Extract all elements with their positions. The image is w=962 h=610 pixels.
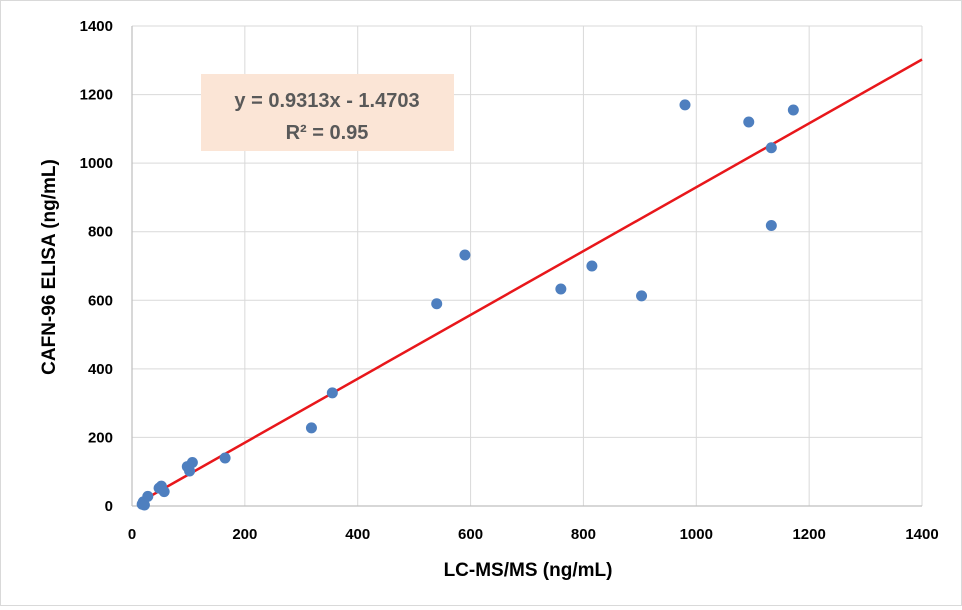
y-tick-label: 1200 (80, 87, 113, 104)
data-point (586, 260, 598, 272)
equation-box: y = 0.9313x - 1.4703 R² = 0.95 (201, 74, 454, 151)
data-point (158, 486, 170, 498)
y-tick-label: 1000 (80, 155, 113, 172)
trendline (142, 58, 923, 502)
data-point (765, 220, 777, 232)
axis-layer (131, 26, 922, 507)
data-point (305, 422, 317, 434)
data-point (326, 387, 338, 399)
y-tick-label: 600 (88, 292, 113, 309)
x-tick-label: 800 (571, 526, 596, 543)
data-point (787, 104, 799, 116)
x-tick-label: 600 (458, 526, 483, 543)
data-points (136, 99, 799, 511)
equation-background (201, 74, 454, 151)
r-squared-label: R² = 0.95 (286, 122, 369, 144)
data-point (431, 298, 443, 310)
x-tick-label: 1400 (905, 526, 938, 543)
data-point (636, 290, 648, 302)
x-tick-label: 0 (128, 526, 136, 543)
data-point (138, 499, 150, 511)
y-tick-label: 400 (88, 361, 113, 378)
trendline-equation: y = 0.9313x - 1.4703 (234, 90, 419, 112)
trendline-layer (142, 58, 923, 502)
data-point (184, 465, 196, 477)
y-axis-title: CAFN-96 ELISA (ng/mL) (39, 159, 60, 375)
x-axis-title: LC-MS/MS (ng/mL) (444, 560, 613, 581)
x-tick-label: 1200 (792, 526, 825, 543)
data-point (459, 249, 471, 261)
data-point (555, 283, 567, 295)
data-point (765, 142, 777, 154)
y-tick-label: 0 (105, 498, 113, 515)
y-tick-label: 1400 (80, 18, 113, 35)
tick-labels: 0 200 400 600 800 1000 1200 1400 0 200 400 600 800 10… (80, 18, 939, 543)
data-point (186, 456, 198, 468)
data-point (743, 116, 755, 128)
x-tick-label: 200 (232, 526, 257, 543)
y-tick-label: 200 (88, 429, 113, 446)
data-point (679, 99, 691, 111)
data-point (219, 452, 231, 464)
y-tick-label: 800 (88, 224, 113, 241)
x-tick-label: 1000 (680, 526, 713, 543)
data-point (142, 490, 154, 502)
x-tick-label: 400 (345, 526, 370, 543)
